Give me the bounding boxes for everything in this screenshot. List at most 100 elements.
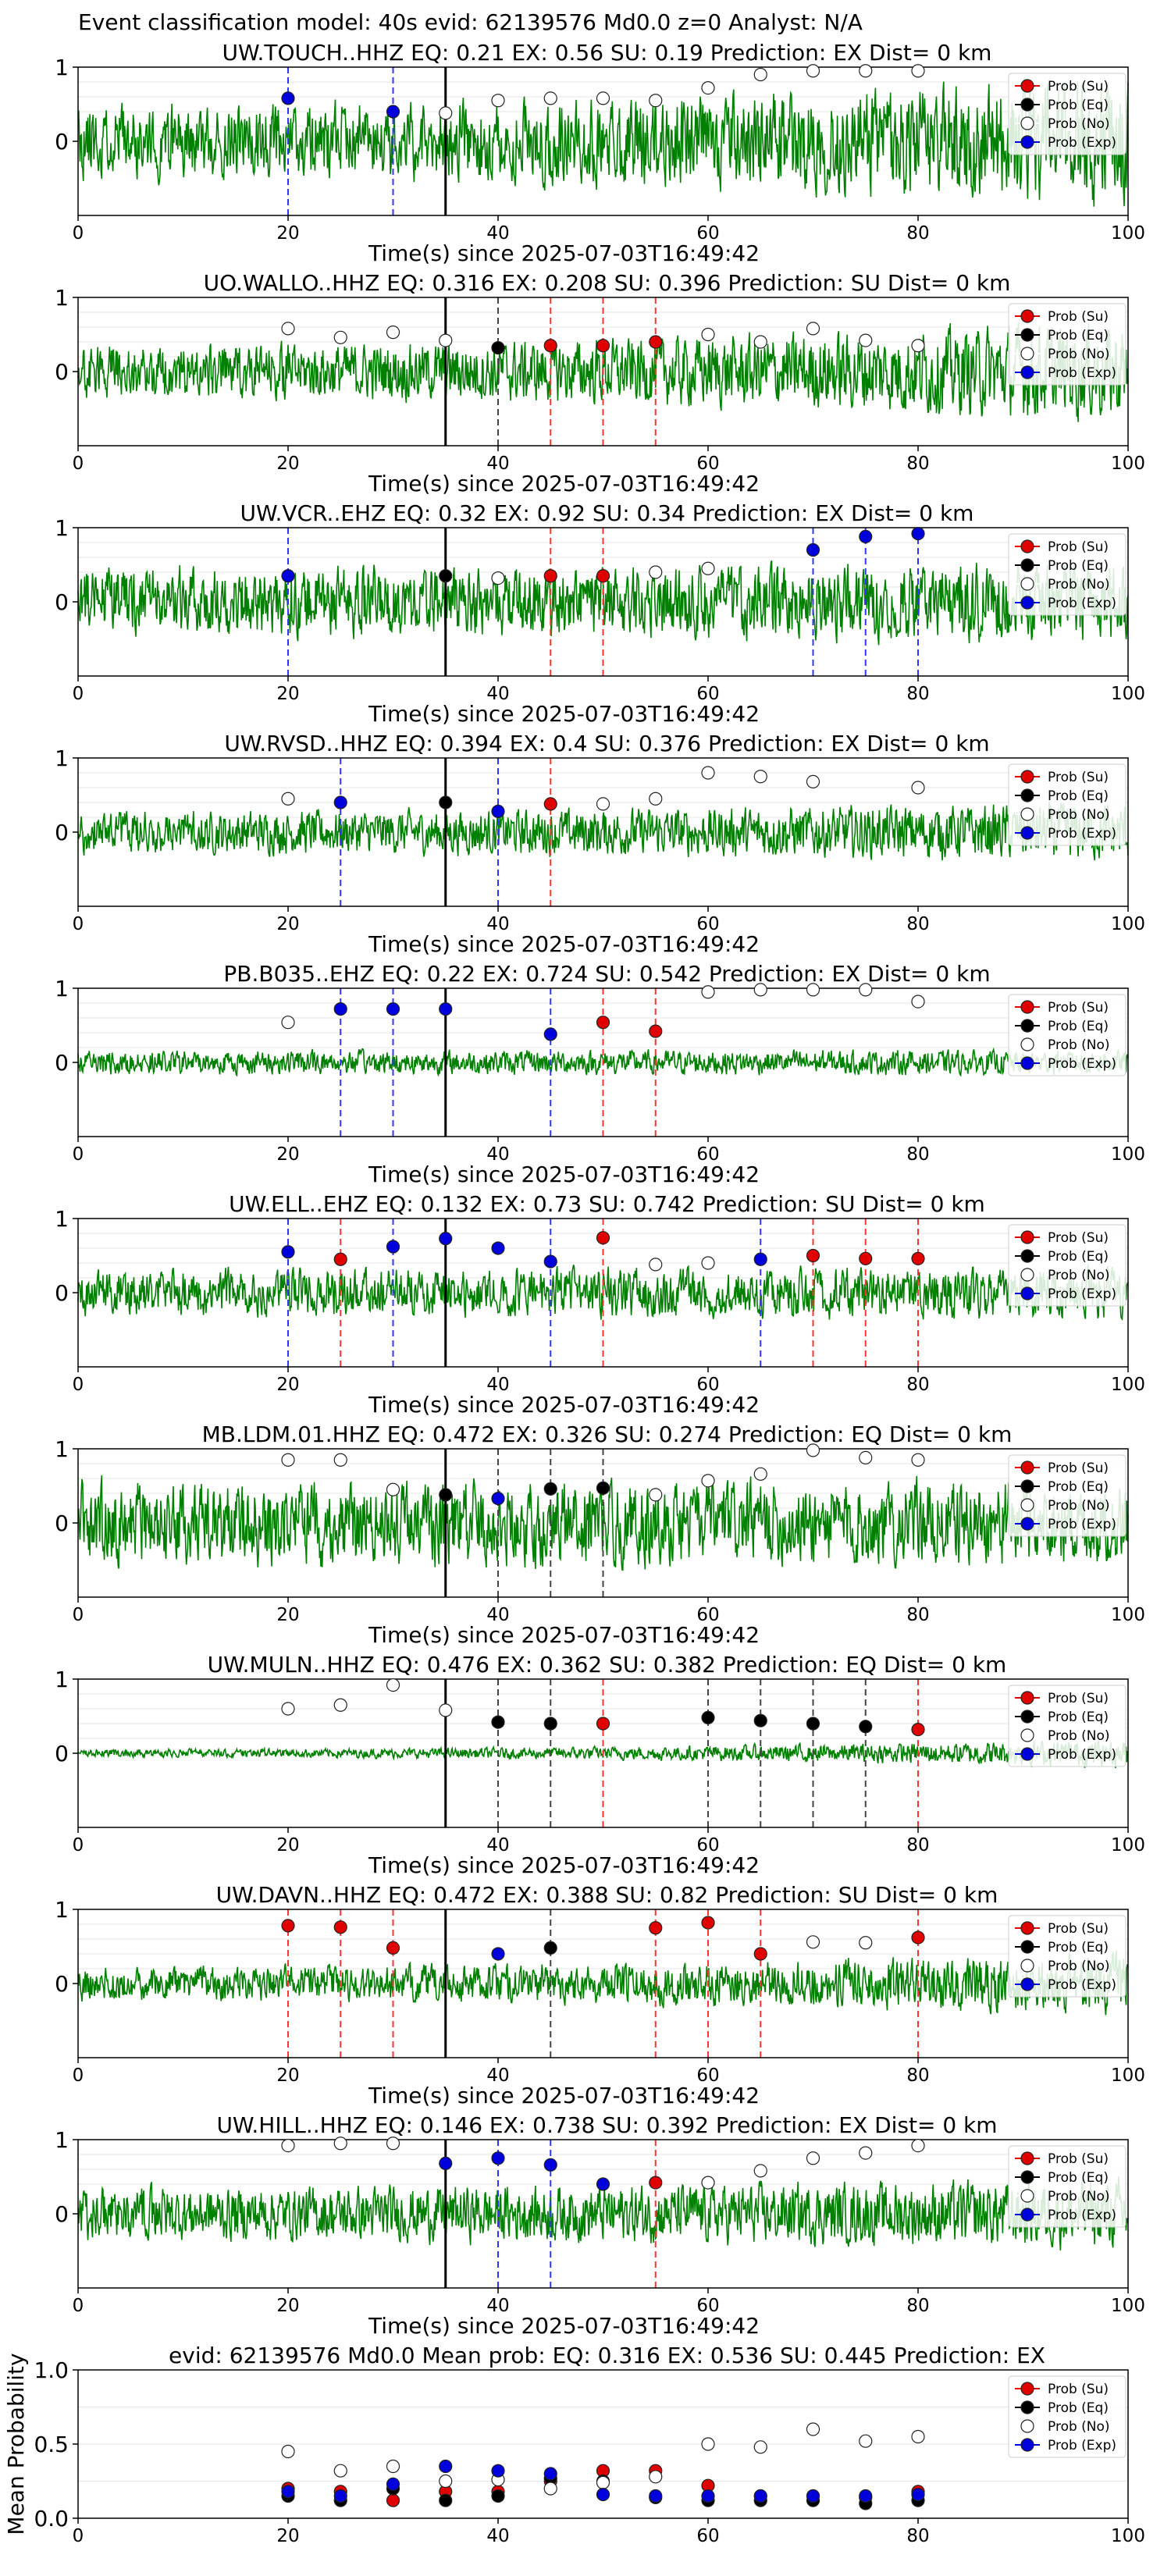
- point-no: [701, 1474, 715, 1488]
- legend-label-no: Prob (No): [1048, 807, 1110, 823]
- x-tick-label: 0: [73, 223, 84, 244]
- x-tick-label: 20: [276, 223, 299, 244]
- legend-label-su: Prob (Su): [1048, 309, 1109, 325]
- x-tick-label: 100: [1111, 914, 1145, 934]
- point-no: [701, 80, 715, 95]
- x-axis-label: Time(s) since 2025-07-03T16:49:42: [368, 240, 760, 266]
- point-eq: [543, 1717, 557, 1731]
- legend-label-no: Prob (No): [1048, 1037, 1110, 1053]
- legend-label-no: Prob (No): [1048, 1959, 1110, 1974]
- point-no: [753, 2440, 767, 2454]
- legend-marker-no: [1020, 1498, 1034, 1512]
- legend-marker-exp: [1020, 1056, 1034, 1070]
- point-su: [386, 2493, 400, 2507]
- point-no: [649, 1488, 663, 1502]
- point-exp: [753, 2489, 767, 2503]
- point-eq: [859, 1720, 873, 1734]
- legend-label-su: Prob (Su): [1048, 1921, 1109, 1937]
- point-exp: [806, 2489, 820, 2503]
- point-no: [806, 1935, 820, 1949]
- point-no: [649, 792, 663, 806]
- point-no: [806, 983, 820, 997]
- point-no: [753, 1467, 767, 1481]
- legend-label-exp: Prob (Exp): [1048, 2438, 1116, 2453]
- x-tick-label: 40: [486, 1605, 509, 1625]
- point-no: [596, 91, 610, 105]
- x-tick-label: 60: [696, 454, 719, 474]
- legend-box: [1008, 1224, 1127, 1307]
- legend-label-no: Prob (No): [1048, 1498, 1110, 1514]
- point-exp: [491, 2151, 505, 2165]
- x-tick-label: 20: [276, 914, 299, 934]
- legend-marker-eq: [1020, 2170, 1034, 2184]
- x-axis-label: Time(s) since 2025-07-03T16:49:42: [368, 701, 760, 727]
- point-no: [911, 1453, 925, 1467]
- x-axis-label: Time(s) since 2025-07-03T16:49:42: [368, 2313, 760, 2339]
- legend-marker-no: [1020, 116, 1034, 130]
- panel-7: MB.LDM.01.HHZ EQ: 0.472 EX: 0.326 SU: 0.…: [55, 1421, 1145, 1648]
- point-su: [386, 1941, 400, 1955]
- point-no: [333, 2137, 347, 2151]
- point-exp: [491, 1492, 505, 1506]
- point-exp: [333, 2489, 347, 2503]
- x-tick-label: 100: [1111, 454, 1145, 474]
- point-no: [753, 2164, 767, 2178]
- point-no: [806, 2151, 820, 2165]
- x-axis-label: Time(s) since 2025-07-03T16:49:42: [368, 1392, 760, 1418]
- point-no: [281, 1702, 295, 1716]
- x-tick-label: 20: [276, 684, 299, 704]
- x-axis-label: Time(s) since 2025-07-03T16:49:42: [368, 1852, 760, 1878]
- point-eq: [491, 2489, 505, 2503]
- x-tick-label: 0: [73, 2296, 84, 2316]
- x-tick-label: 40: [486, 2065, 509, 2086]
- panel-title: UW.TOUCH..HHZ EQ: 0.21 EX: 0.56 SU: 0.19…: [222, 40, 992, 66]
- x-tick-label: 40: [486, 1375, 509, 1395]
- x-tick-label: 80: [906, 454, 929, 474]
- legend: Prob (Su) Prob (Eq) Prob (No) Prob (Exp): [1008, 533, 1127, 616]
- point-exp: [911, 2488, 925, 2502]
- point-no: [596, 797, 610, 811]
- x-tick-label: 40: [486, 2296, 509, 2316]
- point-no: [439, 106, 453, 120]
- x-tick-label: 100: [1111, 1144, 1145, 1165]
- legend-label-no: Prob (No): [1048, 1728, 1110, 1744]
- panel-10: UW.HILL..HHZ EQ: 0.146 EX: 0.738 SU: 0.3…: [55, 2112, 1145, 2339]
- point-su: [596, 339, 610, 353]
- point-eq: [753, 1713, 767, 1727]
- x-tick-label: 80: [906, 2526, 929, 2546]
- legend-label-su: Prob (Su): [1048, 79, 1109, 94]
- legend-marker-exp: [1020, 1286, 1034, 1300]
- point-su: [649, 335, 663, 349]
- point-exp: [753, 1252, 767, 1266]
- point-exp: [439, 2459, 453, 2474]
- legend-label-exp: Prob (Exp): [1048, 1517, 1116, 1532]
- point-no: [701, 327, 715, 342]
- y-tick-label: 1.0: [34, 2357, 69, 2383]
- y-tick-label: 0: [55, 129, 69, 155]
- x-tick-label: 40: [486, 914, 509, 934]
- point-exp: [386, 1240, 400, 1254]
- y-tick-label: 0.5: [34, 2432, 69, 2457]
- point-no: [859, 64, 873, 78]
- y-tick-label: 1: [55, 1206, 69, 1232]
- legend-marker-no: [1020, 1037, 1034, 1051]
- panels: UW.TOUCH..HHZ EQ: 0.21 EX: 0.56 SU: 0.19…: [3, 40, 1145, 2546]
- point-su: [649, 1024, 663, 1038]
- legend-marker-su: [1020, 1000, 1034, 1014]
- y-tick-label: 1: [55, 976, 69, 1002]
- x-tick-label: 100: [1111, 2296, 1145, 2316]
- y-tick-label: 0: [55, 1510, 69, 1536]
- legend-label-exp: Prob (Exp): [1048, 365, 1116, 381]
- y-tick-label: 1: [55, 1436, 69, 1462]
- legend-box: [1008, 73, 1127, 155]
- point-no: [806, 774, 820, 789]
- legend-marker-exp: [1020, 2438, 1034, 2452]
- legend: Prob (Su) Prob (Eq) Prob (No) Prob (Exp): [1008, 2375, 1127, 2458]
- point-exp: [333, 1002, 347, 1016]
- point-no: [911, 339, 925, 353]
- point-no: [701, 2437, 715, 2451]
- point-no: [649, 94, 663, 108]
- x-tick-label: 60: [696, 1605, 719, 1625]
- point-su: [596, 1231, 610, 1245]
- legend: Prob (Su) Prob (Eq) Prob (No) Prob (Exp): [1008, 1454, 1127, 1537]
